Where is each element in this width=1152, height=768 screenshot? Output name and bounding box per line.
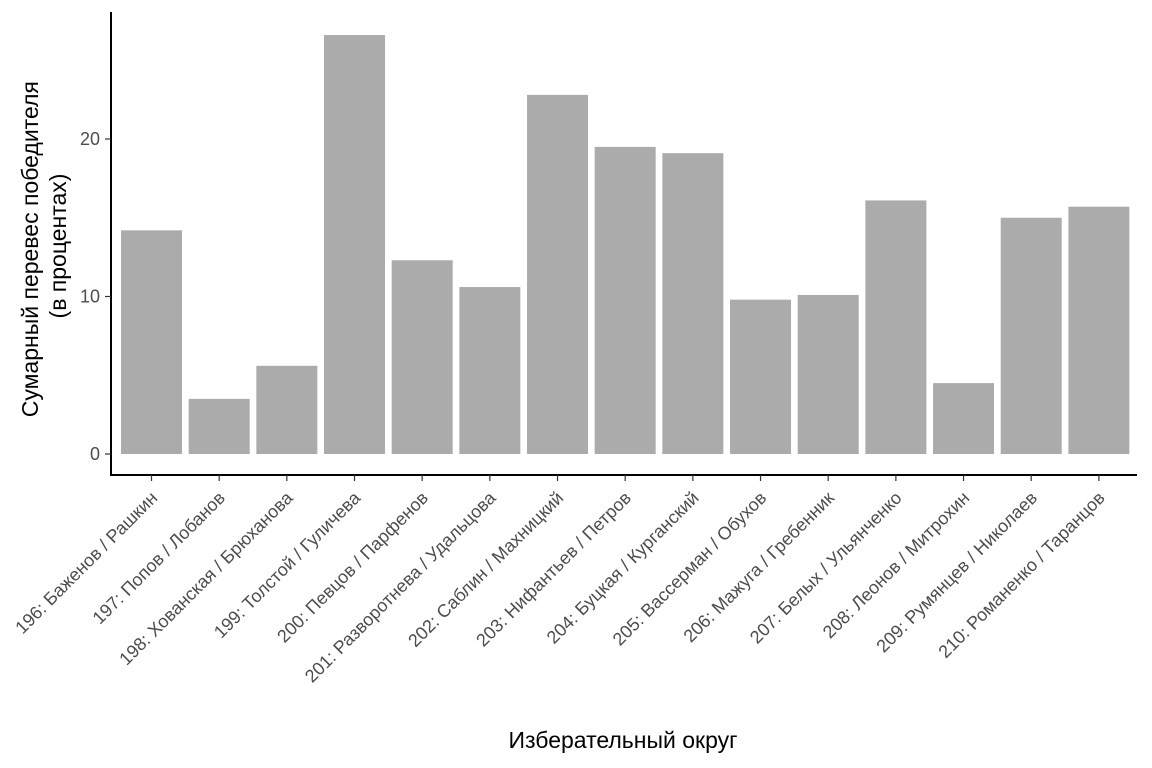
bars-group [121,35,1130,455]
bar-9 [730,299,792,454]
bar-3 [324,35,386,455]
y-tick-label: 10 [80,287,100,307]
bar-12 [933,383,995,455]
y-axis: 0 10 20 [80,12,112,475]
y-tick-label: 20 [80,129,100,149]
x-tick-label-1: 197: Попов / Лобанов [89,488,229,628]
bar-13 [1000,217,1062,454]
bar-2 [256,365,318,454]
bar-1 [188,398,250,455]
y-tick-label: 0 [90,444,100,464]
bar-5 [459,287,521,454]
y-axis-title-line-2: (в процентах) [45,174,71,319]
x-axis-title: Изберательный округ [508,727,737,753]
y-axis-title-line-1: Сумарный перевес победителя [17,81,43,417]
y-axis-title: Сумарный перевес победителя (в процентах… [17,75,71,417]
bar-0 [121,230,182,454]
bar-10 [797,294,859,454]
bar-6 [527,94,589,455]
bar-14 [1068,206,1130,454]
bar-4 [391,260,453,454]
bar-8 [662,153,724,455]
bar-11 [865,200,927,454]
bar-7 [594,146,656,455]
